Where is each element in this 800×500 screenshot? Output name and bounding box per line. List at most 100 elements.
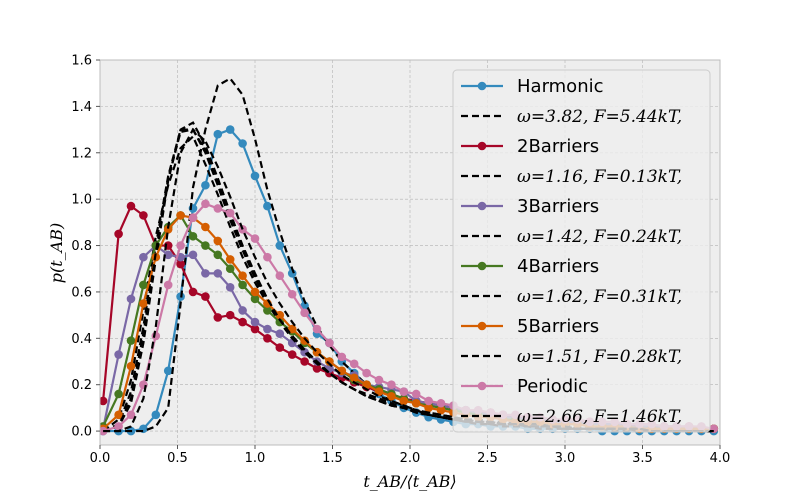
data-point	[362, 380, 371, 390]
x-tick-label: 3.0	[555, 451, 576, 466]
legend-item: 3Barriers	[461, 196, 599, 217]
data-point	[263, 334, 272, 343]
y-axis-label: p(t_AB)	[47, 223, 66, 283]
data-point	[300, 336, 309, 345]
x-tick-label: 0.0	[90, 451, 111, 466]
data-point	[225, 125, 235, 134]
data-point	[300, 308, 309, 318]
legend-marker	[477, 81, 487, 91]
data-point	[287, 289, 297, 299]
data-point	[387, 380, 396, 390]
data-point	[250, 234, 260, 243]
data-point	[213, 236, 223, 246]
data-point	[201, 180, 210, 190]
y-tick-label: 0.6	[71, 285, 92, 300]
data-point	[238, 306, 247, 315]
data-point	[176, 259, 185, 269]
data-point	[139, 211, 148, 220]
data-point	[201, 241, 210, 250]
data-point	[349, 373, 359, 383]
data-point	[225, 264, 235, 274]
data-point	[263, 306, 272, 315]
data-point	[126, 336, 136, 345]
legend-item: ω=2.66, F=1.46kT,	[461, 407, 682, 427]
y-tick-label: 1.0	[71, 193, 92, 208]
data-point	[250, 324, 260, 334]
data-point	[436, 405, 446, 415]
data-point	[139, 252, 148, 262]
data-point	[238, 317, 247, 327]
data-point	[225, 208, 235, 218]
data-point	[399, 387, 409, 396]
y-tick-label: 1.6	[71, 54, 92, 69]
y-tick-label: 1.4	[71, 100, 92, 115]
data-point	[201, 222, 210, 232]
y-axis-label-text: p(t_AB)	[47, 223, 66, 283]
y-tick-label: 0.2	[71, 378, 92, 393]
legend-item: Periodic	[461, 376, 588, 397]
data-point	[287, 269, 297, 278]
data-point	[225, 255, 235, 264]
data-point	[213, 269, 223, 278]
data-point	[436, 398, 446, 408]
data-point	[263, 252, 272, 262]
data-point	[300, 357, 309, 366]
data-point	[114, 229, 123, 239]
legend-label: ω=1.42, F=0.24kT,	[517, 227, 682, 247]
data-point	[411, 389, 421, 399]
data-point	[176, 241, 185, 250]
data-point	[201, 292, 210, 301]
legend-item: ω=1.42, F=0.24kT,	[461, 227, 682, 247]
data-point	[176, 211, 185, 220]
legend-item: 2Barriers	[461, 136, 599, 157]
data-point	[225, 310, 235, 320]
data-point	[325, 357, 334, 366]
legend-marker	[477, 321, 487, 331]
legend-marker	[477, 141, 487, 151]
data-point	[312, 364, 322, 373]
data-point	[424, 403, 433, 413]
legend-label: 4Barriers	[517, 256, 599, 277]
data-point	[100, 396, 108, 406]
legend-label: ω=3.82, F=5.44kT,	[517, 107, 682, 127]
data-point	[424, 396, 433, 406]
data-point	[238, 271, 247, 280]
data-point	[337, 352, 347, 362]
x-tick-label: 1.0	[245, 451, 266, 466]
data-point	[250, 171, 260, 181]
data-point	[126, 294, 136, 304]
legend-item: 5Barriers	[461, 316, 599, 337]
data-point	[263, 201, 272, 211]
legend-label: Periodic	[517, 376, 588, 397]
data-point	[163, 280, 173, 290]
legend-label: 2Barriers	[517, 136, 599, 157]
data-point	[114, 410, 123, 420]
data-point	[287, 350, 297, 359]
data-point	[126, 201, 136, 211]
data-point	[163, 250, 173, 260]
legend-label: 3Barriers	[517, 196, 599, 217]
data-point	[238, 280, 247, 290]
data-point	[126, 410, 136, 420]
data-point	[349, 359, 359, 369]
data-point	[188, 287, 198, 297]
legend-label: ω=2.66, F=1.46kT,	[517, 407, 682, 427]
data-point	[312, 324, 322, 334]
legend-label: Harmonic	[517, 76, 604, 97]
data-point	[114, 422, 123, 431]
data-point	[114, 350, 123, 359]
legend-label: ω=1.51, F=0.28kT,	[517, 347, 682, 367]
y-tick-label: 0.0	[71, 425, 92, 440]
data-point	[114, 389, 123, 399]
data-point	[275, 241, 285, 250]
legend-item: ω=3.82, F=5.44kT,	[461, 107, 682, 127]
data-point	[263, 324, 272, 334]
data-point	[399, 396, 409, 406]
data-point	[411, 398, 421, 408]
y-tick-label: 1.2	[71, 146, 92, 161]
data-point	[374, 387, 384, 396]
data-point	[325, 338, 334, 348]
x-tick-label: 1.5	[322, 451, 343, 466]
x-tick-label: 4.0	[710, 451, 731, 466]
